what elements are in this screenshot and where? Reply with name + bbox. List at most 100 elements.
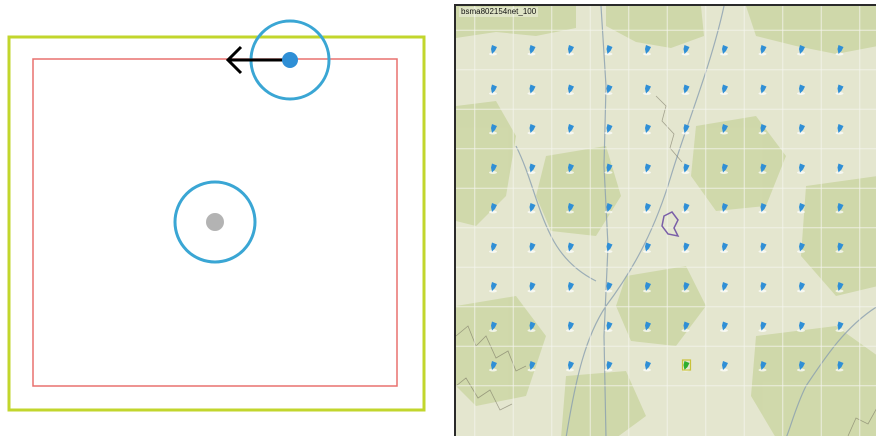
station-marker (681, 321, 690, 332)
relief-line (655, 95, 683, 163)
arrow-head (225, 45, 243, 75)
map-relief (456, 95, 876, 436)
active-point (282, 52, 298, 68)
search-radius-diagram (7, 19, 426, 412)
terrain-patch (561, 371, 646, 436)
station-marker (797, 203, 805, 214)
station-marker (566, 361, 574, 372)
station-marker (604, 321, 613, 332)
terrain-patch (456, 101, 516, 226)
station-marker (527, 124, 536, 135)
station-marker (720, 163, 728, 174)
station-marker (604, 124, 613, 135)
station-marker (527, 242, 536, 253)
station-marker (643, 203, 651, 214)
stream-line (786, 306, 876, 436)
station-marker (566, 163, 574, 174)
relief-line (847, 408, 876, 436)
station-marker (681, 124, 690, 135)
station-marker (797, 45, 805, 56)
station-marker (604, 242, 613, 253)
outer-boundary (7, 35, 426, 412)
terrain-patch (606, 6, 704, 48)
station-marker (720, 45, 728, 56)
station-marker (681, 203, 690, 214)
terrain-patch (456, 296, 546, 406)
station-marker (527, 84, 536, 95)
station-marker (758, 163, 767, 174)
station-marker (489, 282, 497, 293)
station-marker (489, 45, 497, 56)
station-marker (604, 203, 613, 214)
station-marker (643, 45, 651, 56)
station-marker (720, 124, 728, 135)
station-marker (758, 203, 767, 214)
terrain-patch (691, 116, 786, 211)
station-marker (489, 361, 497, 372)
station-marker (835, 242, 844, 253)
station-marker (604, 45, 613, 56)
station-marker (604, 282, 613, 293)
map-grid (456, 6, 876, 436)
station-marker (489, 163, 497, 174)
station-marker (720, 282, 728, 293)
station-marker (643, 361, 651, 372)
map-canvas (456, 6, 876, 436)
station-marker (489, 242, 497, 253)
station-marker (835, 321, 844, 332)
map-feature (661, 211, 680, 238)
station-markers (489, 45, 844, 372)
station-marker (566, 84, 574, 95)
station-marker (720, 321, 728, 332)
station-marker (835, 203, 844, 214)
station-marker (720, 84, 728, 95)
station-marker (489, 124, 497, 135)
inactive-search-circle (173, 180, 257, 264)
relief-line (456, 325, 527, 372)
station-marker (527, 203, 536, 214)
station-marker (720, 361, 728, 372)
station-marker (643, 321, 651, 332)
inner-boundary (32, 58, 398, 387)
station-marker (758, 84, 767, 95)
station-marker (835, 282, 844, 293)
purple-site-outline (661, 211, 680, 238)
station-marker (527, 282, 536, 293)
station-marker (797, 242, 805, 253)
station-marker (489, 203, 497, 214)
station-marker (566, 124, 574, 135)
station-marker (835, 84, 844, 95)
station-marker (681, 282, 690, 293)
station-marker (758, 321, 767, 332)
station-marker (758, 242, 767, 253)
station-marker (797, 84, 805, 95)
station-marker (797, 321, 805, 332)
station-marker (758, 124, 767, 135)
station-marker (758, 282, 767, 293)
highlighted-station-marker (681, 359, 692, 372)
station-marker (643, 84, 651, 95)
stream-line (565, 6, 725, 436)
station-marker (835, 361, 844, 372)
station-marker (758, 361, 767, 372)
station-marker (643, 242, 651, 253)
station-marker (566, 45, 574, 56)
station-marker (604, 163, 613, 174)
station-marker (566, 242, 574, 253)
station-marker (835, 124, 844, 135)
relief-line (456, 377, 513, 411)
stream-line (515, 145, 597, 282)
station-marker (835, 45, 844, 56)
station-marker (566, 282, 574, 293)
map-layer-title: bsma802154net_100 (459, 7, 539, 17)
stream-line (600, 6, 609, 436)
station-marker (527, 163, 536, 174)
station-marker (720, 203, 728, 214)
inactive-point (206, 213, 224, 231)
station-marker (527, 45, 536, 56)
station-marker (527, 321, 536, 332)
map-streams (515, 6, 876, 436)
terrain-patch (536, 146, 621, 236)
station-marker (604, 84, 613, 95)
